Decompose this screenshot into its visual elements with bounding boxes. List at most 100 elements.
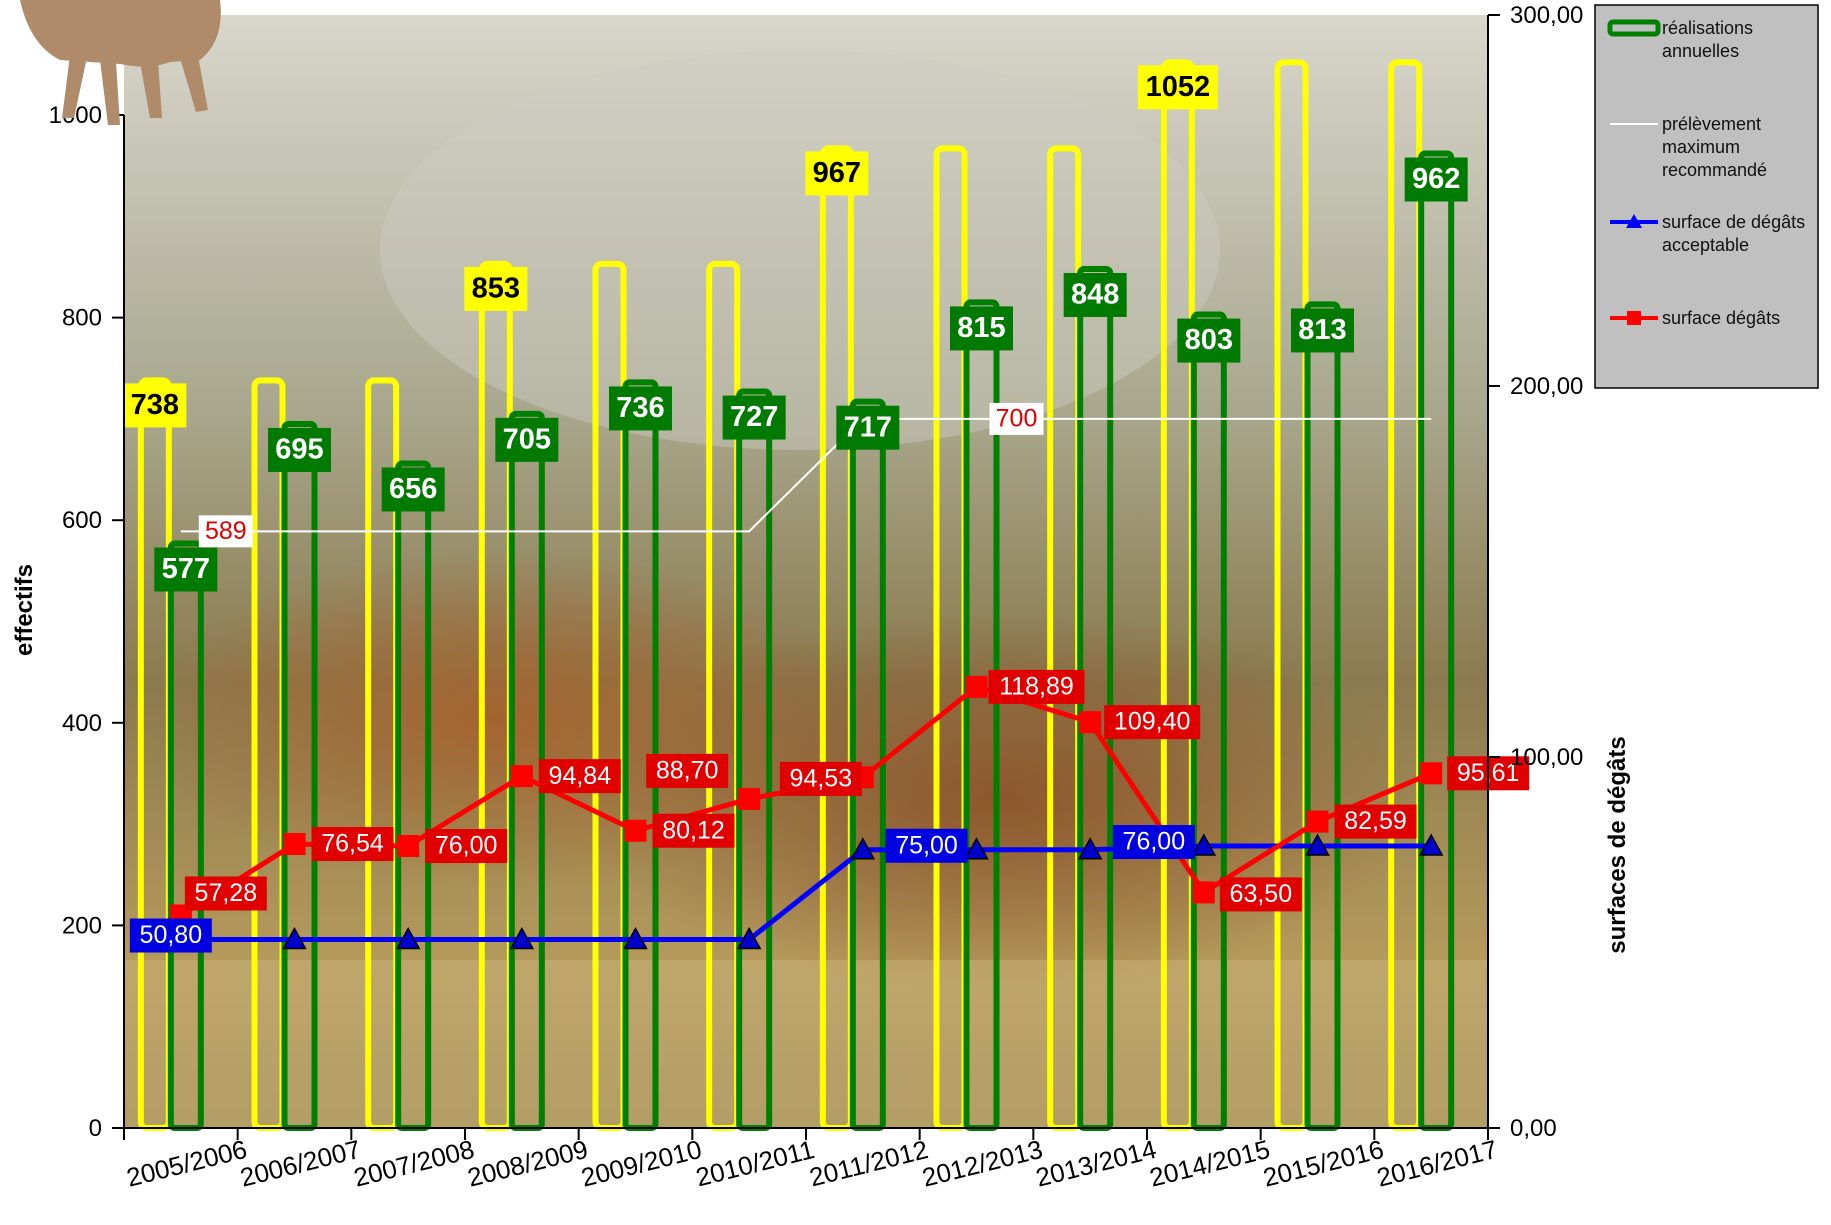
red-point — [625, 820, 647, 842]
red-point — [738, 788, 760, 810]
yellow-label-text: 1052 — [1146, 71, 1211, 103]
red-label: 82,59 — [1335, 805, 1417, 839]
white-label: 700 — [990, 403, 1044, 435]
red-point — [1193, 881, 1215, 903]
legend-label: maximum — [1662, 137, 1740, 157]
legend-label: prélèvement — [1662, 114, 1761, 134]
yellow-label-text: 738 — [131, 389, 179, 421]
green-label: 803 — [1177, 319, 1240, 363]
x-tick-label: 2005/2006 — [123, 1134, 250, 1193]
blue-label-text: 50,80 — [140, 921, 203, 949]
white-label-text: 589 — [205, 517, 247, 545]
green-label-text: 717 — [844, 411, 892, 443]
green-label: 717 — [836, 406, 899, 450]
red-label-text: 94,84 — [549, 762, 612, 790]
green-label-text: 813 — [1298, 314, 1346, 346]
red-label-text: 80,12 — [662, 816, 725, 844]
green-label: 736 — [609, 386, 672, 430]
red-point — [397, 835, 419, 857]
blue-label-text: 75,00 — [895, 831, 958, 859]
red-label: 80,12 — [653, 814, 735, 848]
left-tick-label: 800 — [62, 305, 102, 332]
green-label: 813 — [1291, 308, 1354, 352]
red-label: 109,40 — [1104, 705, 1200, 739]
legend-swatch-marker — [1627, 311, 1641, 325]
left-tick-label: 600 — [62, 507, 102, 534]
green-label-text: 848 — [1071, 279, 1119, 311]
blue-label: 76,00 — [1113, 825, 1195, 859]
legend-label: annuelles — [1662, 41, 1739, 61]
red-label: 88,70 — [646, 754, 728, 788]
blue-label: 50,80 — [130, 919, 212, 953]
green-label-text: 577 — [162, 553, 210, 585]
photo-haze — [380, 50, 1220, 450]
green-label-text: 656 — [389, 473, 437, 505]
x-tick-label: 2006/2007 — [237, 1134, 364, 1193]
x-tick-label: 2012/2013 — [919, 1134, 1046, 1193]
red-label-text: 82,59 — [1344, 807, 1407, 835]
green-label: 727 — [723, 396, 786, 440]
x-tick-label: 2013/2014 — [1033, 1134, 1160, 1193]
yellow-label-text: 853 — [472, 273, 520, 305]
left-axis-title: effectifs — [11, 564, 38, 656]
red-label: 94,53 — [780, 762, 862, 796]
legend-label: surface de dégâts — [1662, 212, 1805, 232]
legend-label: surface dégâts — [1662, 308, 1780, 328]
green-label-text: 803 — [1185, 324, 1233, 356]
white-label-text: 700 — [996, 405, 1038, 433]
red-label-text: 88,70 — [656, 757, 719, 785]
red-label: 57,28 — [185, 876, 267, 910]
red-label: 118,89 — [989, 670, 1085, 704]
right-tick-label: 0,00 — [1510, 1115, 1557, 1142]
red-point — [1307, 811, 1329, 833]
red-label-text: 109,40 — [1114, 708, 1190, 736]
right-tick-label: 100,00 — [1510, 744, 1583, 771]
left-tick-label: 400 — [62, 710, 102, 737]
red-label-text: 76,00 — [435, 832, 498, 860]
yellow-label: 967 — [805, 151, 868, 195]
red-point — [1079, 711, 1101, 733]
red-label: 76,54 — [312, 827, 394, 861]
red-label: 63,50 — [1220, 877, 1302, 911]
green-label: 815 — [950, 306, 1013, 350]
green-label-text: 705 — [503, 423, 551, 455]
red-label: 76,00 — [425, 829, 507, 863]
green-label: 848 — [1064, 273, 1127, 317]
yellow-label: 738 — [123, 383, 186, 427]
x-tick-label: 2016/2017 — [1374, 1134, 1501, 1193]
right-axis-title: surfaces de dégâts — [1604, 736, 1631, 953]
red-label: 94,84 — [539, 759, 621, 793]
green-label-text: 695 — [275, 434, 323, 466]
x-tick-label: 2011/2012 — [806, 1134, 931, 1192]
x-tick-label: 2010/2011 — [693, 1134, 818, 1192]
red-label-text: 94,53 — [790, 765, 853, 793]
green-label: 705 — [495, 418, 558, 462]
yellow-label-text: 967 — [813, 157, 861, 189]
x-tick-label: 2015/2016 — [1260, 1134, 1387, 1193]
x-tick-label: 2008/2009 — [464, 1134, 591, 1193]
x-tick-label: 2007/2008 — [351, 1134, 478, 1193]
x-tick-label: 2014/2015 — [1146, 1134, 1273, 1193]
blue-label-text: 76,00 — [1123, 828, 1186, 856]
green-label: 962 — [1405, 157, 1468, 201]
legend-box — [1595, 5, 1818, 388]
red-label-text: 63,50 — [1230, 880, 1293, 908]
green-label: 656 — [382, 467, 445, 511]
photo-grass — [124, 960, 1488, 1128]
right-tick-label: 300,00 — [1510, 2, 1583, 29]
legend-label: recommandé — [1662, 160, 1767, 180]
left-tick-label: 0 — [89, 1115, 102, 1142]
left-tick-label: 200 — [62, 912, 102, 939]
green-label-text: 815 — [957, 312, 1005, 344]
legend-label: acceptable — [1662, 235, 1749, 255]
yellow-label: 1052 — [1138, 65, 1218, 109]
photo-stag — [580, 610, 1420, 990]
deer-logo-leg — [100, 60, 120, 125]
red-label-text: 76,54 — [321, 830, 384, 858]
white-label: 589 — [199, 515, 253, 547]
green-label: 695 — [268, 428, 331, 472]
yellow-label: 853 — [464, 267, 527, 311]
legend: réalisations annuelles prélèvement maximum r… — [1595, 5, 1818, 388]
